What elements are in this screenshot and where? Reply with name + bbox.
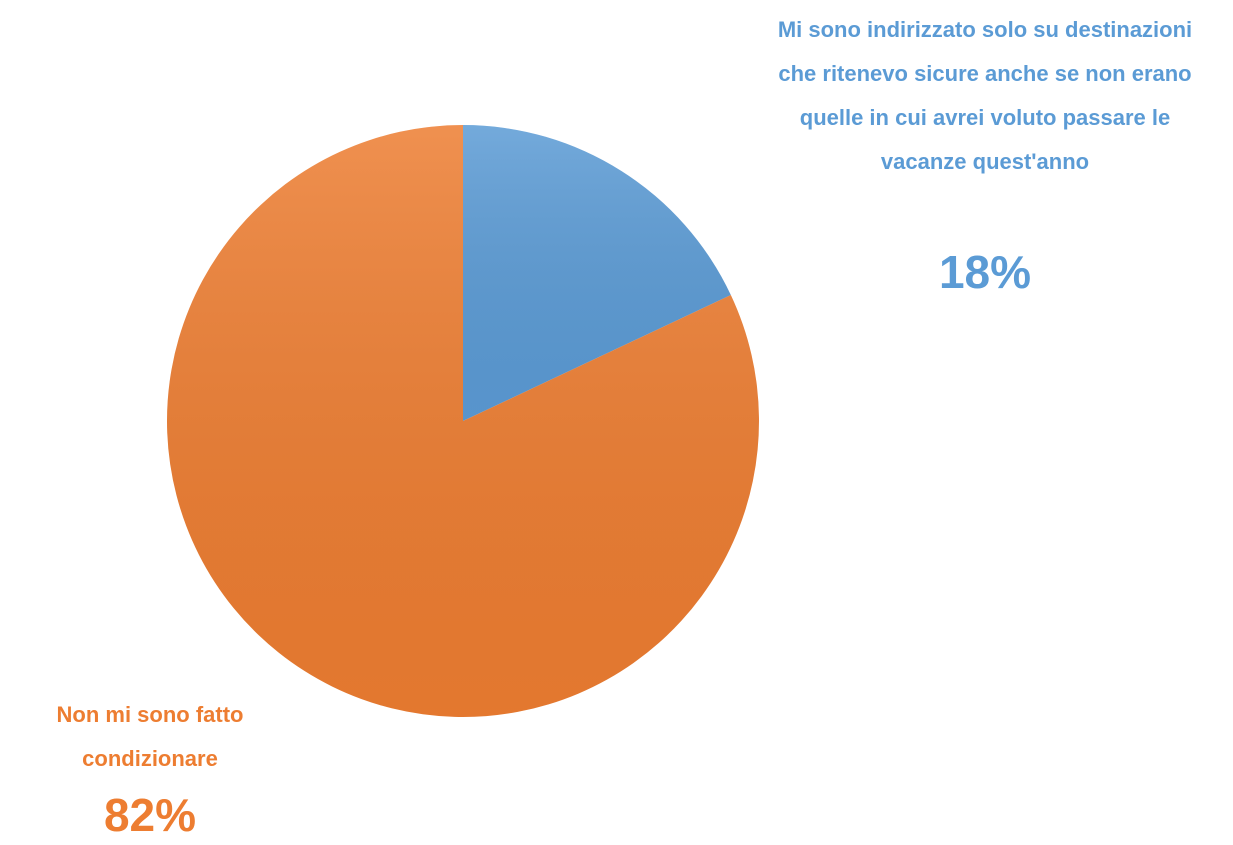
slice-shade <box>166 124 759 717</box>
slice-label: Mi sono indirizzato solo su destinazioni… <box>777 17 1193 174</box>
slice-value: 82% <box>103 789 197 841</box>
slice-label: Non mi sono fatto condizionare <box>56 702 244 771</box>
slice-shade <box>463 125 731 421</box>
slice-value: 18% <box>938 246 1032 298</box>
